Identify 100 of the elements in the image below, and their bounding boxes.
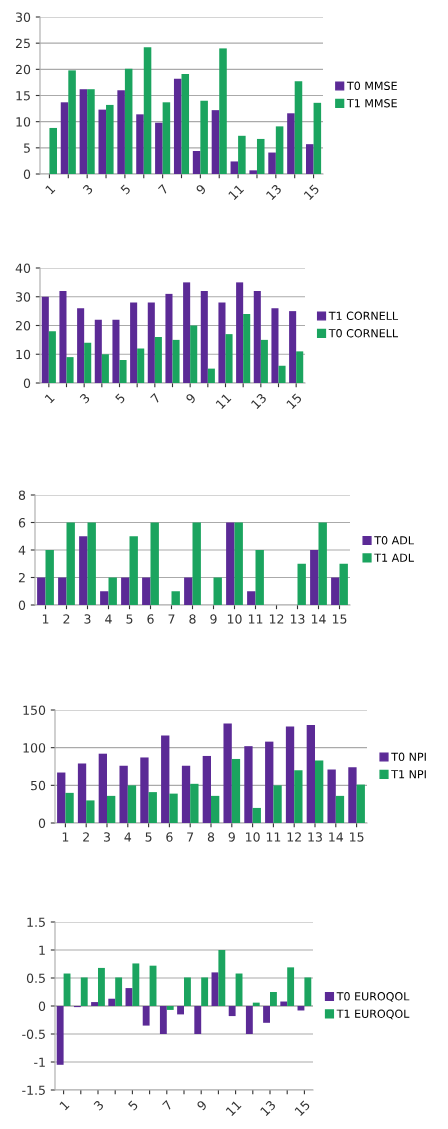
bar — [98, 753, 107, 823]
bar — [294, 81, 303, 174]
bar — [238, 135, 246, 174]
bar — [181, 74, 190, 174]
bar — [219, 48, 227, 174]
bar — [255, 550, 264, 605]
bar — [184, 577, 193, 605]
y-tick-label: 8 — [18, 490, 26, 500]
bar — [270, 992, 277, 1006]
bar — [98, 967, 105, 1006]
y-tick-label: 6 — [18, 517, 26, 528]
x-tick-label: 10 — [246, 832, 260, 842]
y-tick-label: 10 — [16, 349, 31, 360]
x-tick-label: 5 — [145, 832, 152, 842]
bar — [143, 47, 152, 174]
bar — [202, 755, 211, 823]
bar — [194, 1006, 202, 1034]
bar — [225, 334, 233, 383]
bar — [278, 365, 286, 383]
x-tick-label: 13 — [265, 183, 282, 201]
x-tick-label: 9 — [196, 1099, 208, 1111]
bar — [108, 577, 117, 605]
bar — [252, 807, 261, 823]
x-tick-label: 15 — [303, 184, 320, 201]
bar — [218, 950, 226, 1006]
bar — [132, 963, 140, 1006]
x-tick-label: 5 — [114, 393, 126, 404]
x-tick-label: 3 — [79, 392, 91, 404]
x-tick-label: 3 — [93, 1099, 105, 1111]
bar — [315, 760, 324, 823]
bar — [79, 89, 88, 174]
bar — [287, 967, 295, 1006]
bar — [57, 772, 66, 823]
bar — [117, 90, 125, 174]
bar — [77, 763, 87, 823]
bar — [166, 1006, 174, 1010]
legend-label: T1 CORNELL — [328, 311, 399, 321]
x-tick-label: 7 — [158, 184, 169, 195]
x-tick-label: 14 — [329, 832, 344, 842]
bar — [100, 591, 109, 605]
y-tick-label: 0 — [23, 378, 31, 388]
legend-label: T0 ADL — [374, 536, 414, 545]
y-tick-label: 25 — [15, 38, 30, 49]
bar — [124, 68, 133, 174]
x-tick-label: 3 — [84, 614, 91, 624]
y-tick-label: 0 — [38, 1001, 46, 1011]
bar — [213, 577, 222, 605]
x-tick-label: 2 — [83, 832, 89, 842]
bar — [200, 100, 208, 174]
bar — [86, 800, 95, 823]
bar — [331, 577, 340, 605]
bar — [137, 348, 145, 383]
bar — [142, 577, 151, 605]
x-tick-label: 15 — [332, 614, 347, 624]
x-tick-label: 7 — [150, 393, 161, 404]
bar — [66, 522, 75, 605]
bar — [159, 1006, 167, 1034]
bar — [207, 368, 215, 383]
bar — [121, 577, 130, 605]
bar — [318, 522, 327, 605]
x-tick-label: 10 — [227, 614, 242, 624]
bar — [37, 577, 46, 605]
x-tick-label: 9 — [185, 392, 197, 404]
bar — [142, 1006, 150, 1026]
bar — [289, 311, 297, 383]
bar — [244, 746, 253, 823]
bar — [147, 302, 155, 383]
bar — [115, 977, 123, 1006]
bar — [172, 339, 180, 383]
bar — [280, 1001, 288, 1006]
x-tick-label: 3 — [103, 832, 110, 842]
bar — [79, 536, 88, 605]
x-tick-label: 4 — [105, 614, 112, 624]
bar — [181, 765, 191, 823]
bar — [245, 1006, 253, 1034]
x-tick-label: 15 — [350, 832, 364, 842]
y-tick-label: 30 — [16, 12, 31, 22]
bar — [249, 170, 257, 174]
y-tick-label: 20 — [15, 64, 31, 75]
y-tick-label: 1 — [39, 945, 45, 955]
y-tick-label: -1 — [34, 1057, 45, 1067]
x-tick-label: 7 — [162, 1100, 173, 1111]
bar — [218, 302, 226, 383]
x-tick-label: 13 — [259, 1099, 277, 1117]
bar — [41, 296, 49, 383]
x-tick-label: 13 — [290, 614, 305, 624]
bar — [98, 109, 107, 174]
bar — [58, 577, 67, 605]
bar — [306, 725, 315, 823]
bar — [107, 795, 116, 823]
y-tick-label: 20 — [15, 320, 31, 331]
y-tick-label: 40 — [15, 263, 31, 273]
bar — [226, 522, 235, 605]
x-tick-label: 12 — [269, 614, 284, 624]
y-tick-label: 0.5 — [26, 973, 45, 983]
x-tick-label: 14 — [311, 614, 326, 624]
y-tick-label: 0 — [38, 818, 46, 828]
x-tick-label: 13 — [308, 832, 322, 842]
bar — [231, 758, 241, 823]
bar — [192, 150, 201, 174]
